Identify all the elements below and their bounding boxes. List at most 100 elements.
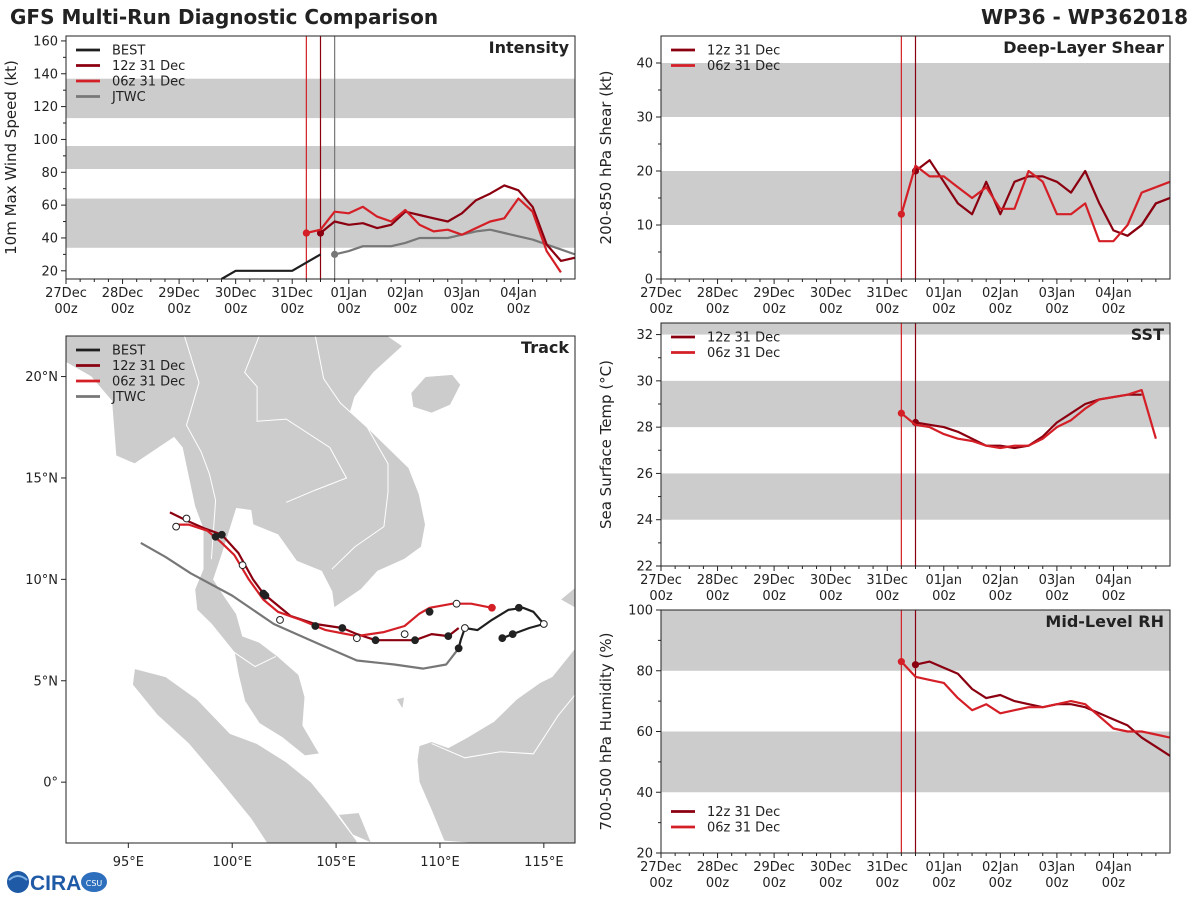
intensity-xtick-day-8: 04Jan <box>500 286 537 301</box>
intensity-ytick-label-1: 40 <box>41 231 58 246</box>
storm-id: WP36 - WP362018 <box>981 5 1188 29</box>
sst-xtick-hour-5: 00z <box>932 589 956 604</box>
rh-xtick-day-1: 28Dec <box>697 860 739 875</box>
rh-ytick-label-2: 60 <box>636 725 653 740</box>
sst-xtick-hour-6: 00z <box>989 589 1013 604</box>
intensity-legend-label-2: 06z 31 Dec <box>112 75 185 90</box>
sst-xtick-day-8: 04Jan <box>1095 573 1132 588</box>
intensity-ytick-label-5: 120 <box>33 100 58 115</box>
track-lat-label-2: 10°N <box>25 573 58 588</box>
rh-xtick-day-5: 01Jan <box>925 860 962 875</box>
shear-series-3 <box>1155 180 1170 189</box>
intensity-xtick-hour-6: 00z <box>394 302 418 317</box>
sst-xtick-day-7: 03Jan <box>1039 573 1076 588</box>
track-dot-2-0 <box>444 632 453 641</box>
rh-ylabel: 700-500 hPa Humidity (%) <box>597 632 615 830</box>
sst-xtick-hour-7: 00z <box>1045 589 1069 604</box>
shear-xtick-day-3: 30Dec <box>810 286 852 301</box>
shear-xtick-day-6: 02Jan <box>982 286 1019 301</box>
shear-xtick-hour-8: 00z <box>1102 302 1126 317</box>
sst-ylabel: Sea Surface Temp (°C) <box>597 360 615 529</box>
rh-legend-label-0: 12z 31 Dec <box>707 805 780 820</box>
shear-ylabel: 200-850 hPa Shear (kt) <box>597 71 615 245</box>
shear-plot-area <box>661 36 1170 279</box>
track-lat-label-0: 0° <box>43 776 58 791</box>
intensity-xtick-hour-2: 00z <box>167 302 191 317</box>
rh-xtick-hour-8: 00z <box>1102 876 1126 891</box>
border-laos-vietnam <box>314 336 389 570</box>
intensity-xtick-hour-4: 00z <box>281 302 305 317</box>
rh-ytick-label-0: 20 <box>636 847 653 862</box>
intensity-series-marker-3 <box>302 229 310 237</box>
sst-xtick-day-3: 30Dec <box>810 573 852 588</box>
intensity-xtick-day-4: 31Dec <box>271 286 313 301</box>
rh-xtick-hour-3: 00z <box>819 876 843 891</box>
panel-sst: 22242628303227Dec00z28Dec00z29Dec00z30De… <box>597 322 1200 604</box>
logo-text: CIRA <box>30 872 81 895</box>
shear-title: Deep-Layer Shear <box>1003 38 1164 57</box>
shear-legend-label-1: 06z 31 Dec <box>707 59 780 74</box>
shear-series-1 <box>900 164 1157 243</box>
logo-badge-icon <box>81 872 107 892</box>
intensity-ytick-label-0: 20 <box>41 264 58 279</box>
shear-ytick-label-3: 30 <box>636 111 653 126</box>
shear-xtick-hour-5: 00z <box>932 302 956 317</box>
track-line-1 <box>140 541 460 670</box>
shear-xtick-day-7: 03Jan <box>1039 286 1076 301</box>
rh-xtick-hour-1: 00z <box>706 876 730 891</box>
intensity-series-2 <box>319 184 575 262</box>
shear-xtick-hour-4: 00z <box>876 302 900 317</box>
shear-xtick-day-5: 01Jan <box>925 286 962 301</box>
intensity-series-marker-1 <box>331 250 339 258</box>
shear-xtick-hour-2: 00z <box>762 302 786 317</box>
panel-rh: 2040608010027Dec00z28Dec00z29Dec00z30Dec… <box>597 604 1171 891</box>
track-lat-label-3: 15°N <box>25 471 58 486</box>
track-dot-2-6 <box>182 514 191 523</box>
track-legend-label-2: 06z 31 Dec <box>112 375 185 390</box>
intensity-ytick-label-6: 140 <box>33 67 58 82</box>
sst-xtick-day-6: 02Jan <box>982 573 1019 588</box>
intensity-ylabel: 10m Max Wind Speed (kt) <box>2 60 20 255</box>
intensity-xtick-day-1: 28Dec <box>102 286 144 301</box>
rh-xtick-hour-0: 00z <box>649 876 673 891</box>
land-natuna <box>395 696 406 711</box>
intensity-series-3 <box>306 197 562 274</box>
track-lon-label-4: 115°E <box>524 855 564 870</box>
sst-ytick-label-1: 24 <box>636 513 653 528</box>
land-bangka <box>337 812 372 843</box>
track-dot-3-0 <box>487 603 496 612</box>
shear-xtick-hour-6: 00z <box>989 302 1013 317</box>
intensity-xtick-hour-8: 00z <box>507 302 531 317</box>
track-legend-label-0: BEST <box>112 344 145 359</box>
track-dot-3-8 <box>238 561 247 570</box>
sst-series-1 <box>900 389 1157 450</box>
sst-legend-label-1: 06z 31 Dec <box>707 346 780 361</box>
track-dot-0-2 <box>539 620 548 628</box>
shear-xtick-day-4: 31Dec <box>866 286 908 301</box>
rh-xtick-day-2: 29Dec <box>753 860 795 875</box>
sst-xtick-hour-1: 00z <box>706 589 730 604</box>
intensity-xtick-day-7: 03Jan <box>444 286 481 301</box>
sst-xtick-day-2: 29Dec <box>753 573 795 588</box>
rh-series-marker-0 <box>911 661 920 669</box>
intensity-xtick-hour-5: 00z <box>337 302 361 317</box>
shear-ytick-label-4: 40 <box>636 57 653 72</box>
sst-xtick-hour-2: 00z <box>762 589 786 604</box>
panel-track: 95°E 100°E 105°E 110°E 115°E 0° 5°N 10°N 15°N 20°… <box>25 335 576 870</box>
track-dot-3-7 <box>261 591 270 600</box>
logo-badge-text: CSU <box>86 879 103 888</box>
sst-xtick-hour-8: 00z <box>1102 589 1126 604</box>
cira-logo: CIRA CSU <box>7 871 107 895</box>
panel-shear: 01020304027Dec00z28Dec00z29Dec00z30Dec00… <box>597 35 1171 317</box>
intensity-series-1 <box>334 228 575 256</box>
rh-legend-label-1: 06z 31 Dec <box>707 821 780 836</box>
shear-legend-label-0: 12z 31 Dec <box>707 44 780 59</box>
shear-ytick-label-2: 20 <box>636 165 653 180</box>
shear-xtick-day-8: 04Jan <box>1095 286 1132 301</box>
sst-xtick-day-5: 01Jan <box>925 573 962 588</box>
sst-series-3 <box>1184 409 1200 439</box>
rh-xtick-hour-6: 00z <box>989 876 1013 891</box>
intensity-ytick-label-7: 160 <box>33 34 58 49</box>
sst-legend-label-0: 12z 31 Dec <box>707 331 780 346</box>
